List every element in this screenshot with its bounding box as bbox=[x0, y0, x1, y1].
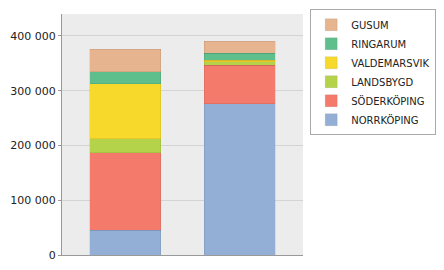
svg-text:NORRKÖPING: NORRKÖPING bbox=[351, 114, 418, 126]
svg-text:SÖDERKÖPING: SÖDERKÖPING bbox=[351, 95, 424, 107]
svg-text:GUSUM: GUSUM bbox=[351, 20, 388, 31]
svg-text:0: 0 bbox=[49, 249, 56, 262]
svg-text:RINGARUM: RINGARUM bbox=[351, 39, 406, 50]
svg-text:VALDEMARSVIK: VALDEMARSVIK bbox=[351, 58, 429, 69]
svg-text:200 000: 200 000 bbox=[10, 139, 56, 152]
svg-text:LANDSBYGD: LANDSBYGD bbox=[351, 77, 413, 88]
svg-text:100 000: 100 000 bbox=[10, 194, 56, 207]
svg-text:300 000: 300 000 bbox=[10, 85, 56, 98]
svg-text:400 000: 400 000 bbox=[10, 30, 56, 43]
